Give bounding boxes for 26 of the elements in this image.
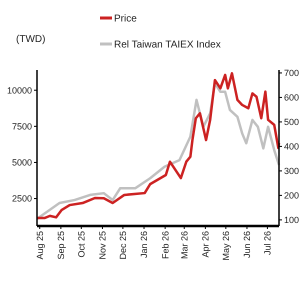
x-tick-label: Dec 25 [118, 231, 128, 260]
y-tick-label: 10000 [6, 85, 32, 96]
y2-tick-label: 600 [284, 92, 300, 103]
legend-label: Price [114, 14, 138, 24]
x-tick-label: Aug 25 [34, 231, 45, 260]
x-tick-label: Jul 26 [262, 231, 273, 256]
x-tick-label: Nov 25 [98, 231, 108, 260]
y2-tick-label: 200 [284, 190, 300, 201]
y-axis-title: (TWD) [16, 34, 46, 45]
x-tick-label: Sep 25 [56, 231, 66, 260]
x-tick-label: Mar 26 [179, 231, 190, 260]
x-tick-label: Jun 26 [242, 231, 252, 258]
y2-tick-label: 300 [284, 166, 300, 176]
x-tick-label: Jan 26 [139, 231, 150, 258]
y2-tick-label: 100 [284, 215, 300, 226]
x-tick-label: Feb 26 [160, 231, 170, 260]
x-tick-label: Apr 26 [200, 231, 211, 258]
x-tick-label: Oct 25 [76, 231, 86, 258]
y-tick-label: 7500 [12, 121, 32, 132]
y2-tick-label: 700 [284, 68, 300, 78]
x-tick-label: May 26 [220, 231, 231, 261]
legend-label: Rel Taiwan TAIEX Index [114, 40, 221, 50]
y2-tick-label: 500 [284, 117, 300, 128]
y-tick-label: 5000 [12, 158, 32, 168]
y2-tick-label: 400 [284, 142, 300, 152]
y-tick-label: 2500 [12, 194, 32, 204]
